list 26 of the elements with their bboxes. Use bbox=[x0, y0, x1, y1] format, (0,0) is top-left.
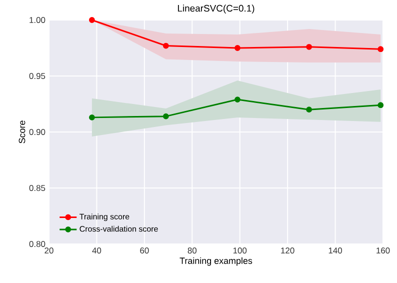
x-tick-label: 80 bbox=[188, 248, 197, 254]
y-tick-label: 0.90 bbox=[29, 129, 46, 135]
x-tick-label: 40 bbox=[92, 248, 102, 254]
point bbox=[306, 106, 312, 113]
point bbox=[234, 45, 240, 51]
x-axis-title: Training examples bbox=[180, 257, 252, 266]
x-tick-label: 140 bbox=[328, 248, 342, 254]
y-axis-title: Score bbox=[18, 120, 26, 144]
point bbox=[89, 17, 95, 23]
x-tick-label: 20 bbox=[44, 248, 54, 254]
point bbox=[378, 46, 384, 52]
x-tick-label: 160 bbox=[376, 248, 390, 254]
x-tick-label: 120 bbox=[281, 248, 294, 254]
point bbox=[162, 113, 169, 120]
point bbox=[234, 96, 240, 102]
y-tick-label: 0.95 bbox=[29, 73, 46, 79]
point bbox=[378, 102, 384, 108]
point bbox=[306, 44, 312, 50]
point bbox=[89, 114, 95, 120]
point bbox=[162, 42, 169, 49]
y-tick-label: 0.80 bbox=[29, 241, 46, 247]
x-tick-label: 60 bbox=[140, 248, 149, 254]
y-tick-label: 0.85 bbox=[29, 185, 46, 191]
y-tick-label: 1.00 bbox=[30, 17, 46, 23]
x-tick-label: 100 bbox=[233, 248, 247, 254]
chart-title: LinearSVC(C=0.1) bbox=[178, 4, 254, 14]
